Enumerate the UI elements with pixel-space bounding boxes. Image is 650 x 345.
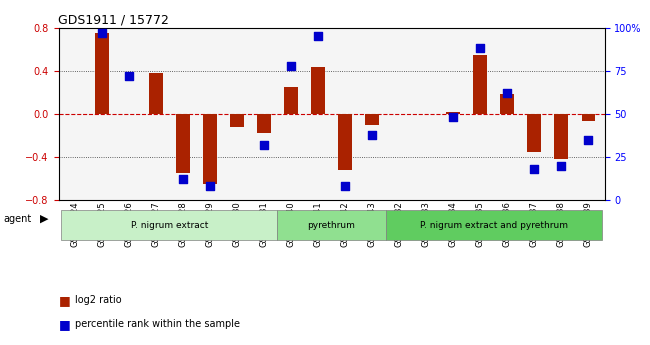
Point <box>97 30 107 36</box>
Bar <box>176 114 190 173</box>
Point <box>340 184 350 189</box>
Bar <box>473 55 487 114</box>
Point <box>124 73 134 79</box>
Bar <box>311 68 325 114</box>
Text: pyrethrum: pyrethrum <box>307 220 356 230</box>
Bar <box>284 87 298 114</box>
Text: P. nigrum extract and pyrethrum: P. nigrum extract and pyrethrum <box>420 220 567 230</box>
FancyBboxPatch shape <box>61 210 278 240</box>
Point <box>475 46 486 51</box>
Point <box>556 163 566 168</box>
Text: agent: agent <box>3 214 31 224</box>
FancyBboxPatch shape <box>278 210 385 240</box>
Bar <box>527 114 541 151</box>
Point <box>177 177 188 182</box>
Point <box>286 63 296 68</box>
Text: ■: ■ <box>58 294 70 307</box>
Point <box>259 142 269 148</box>
Bar <box>95 33 109 114</box>
FancyBboxPatch shape <box>385 210 602 240</box>
Text: percentile rank within the sample: percentile rank within the sample <box>75 319 240 329</box>
Bar <box>149 73 162 114</box>
Point <box>313 33 323 39</box>
Point <box>583 137 593 142</box>
Text: GDS1911 / 15772: GDS1911 / 15772 <box>58 14 170 27</box>
Point <box>367 132 377 137</box>
Text: ■: ■ <box>58 318 70 331</box>
Bar <box>230 114 244 127</box>
Bar <box>203 114 216 184</box>
Bar <box>447 112 460 114</box>
Point <box>502 90 512 96</box>
Point <box>205 184 215 189</box>
Point <box>529 166 539 172</box>
Bar <box>500 95 514 114</box>
Bar <box>554 114 568 159</box>
Point <box>448 115 458 120</box>
Text: P. nigrum extract: P. nigrum extract <box>131 220 208 230</box>
Bar <box>338 114 352 170</box>
Text: log2 ratio: log2 ratio <box>75 295 122 305</box>
Bar <box>365 114 379 125</box>
Bar <box>582 114 595 121</box>
Text: ▶: ▶ <box>40 214 49 224</box>
Bar <box>257 114 270 133</box>
